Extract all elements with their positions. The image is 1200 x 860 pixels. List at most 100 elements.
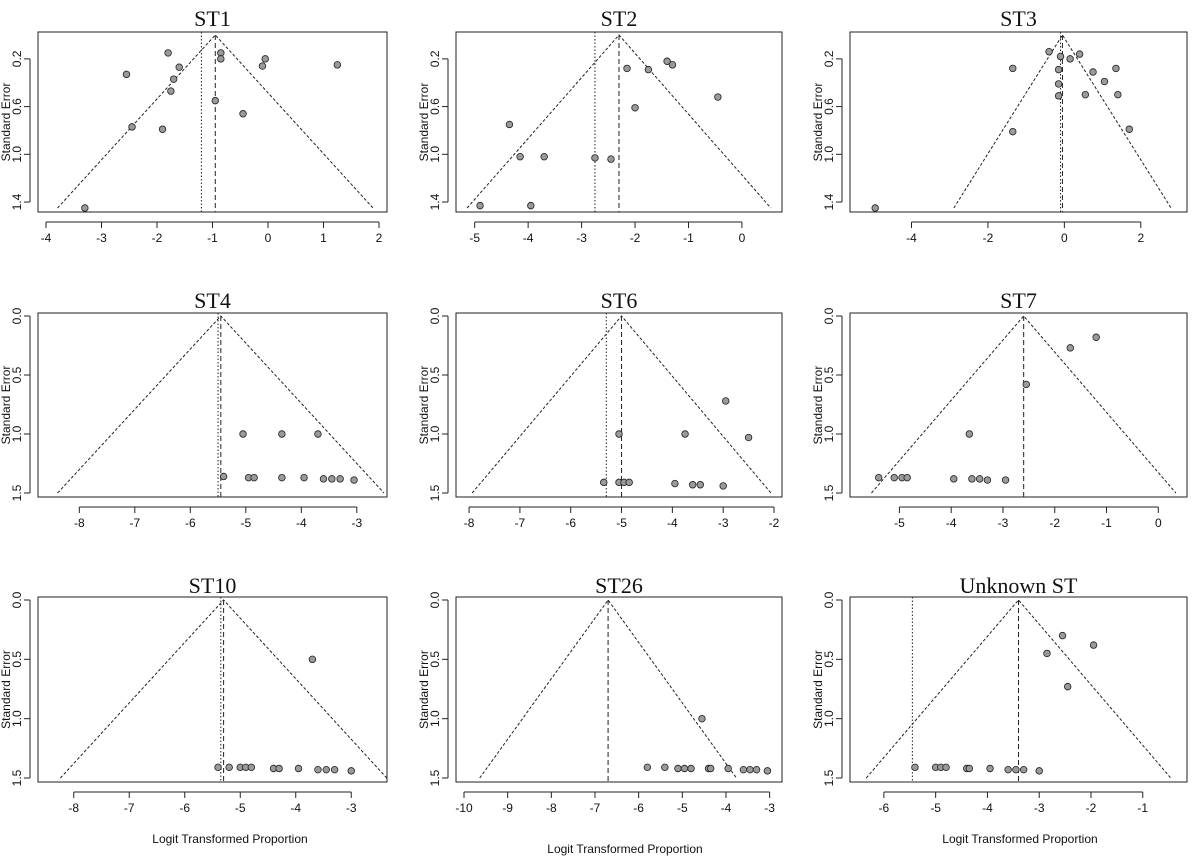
study-point [1035,767,1043,775]
study-point [1100,77,1109,86]
study-point [600,478,608,487]
y-tick-label: 1.0 [10,425,24,442]
x-axis-label-col3: Logit Transformed Proportion [942,832,1097,846]
y-tick-label: 1.5 [822,484,836,501]
x-tick-label: -2 [1086,801,1097,815]
x-tick-label: -4 [721,801,732,815]
plot-frame [455,312,783,498]
y-tick-label: 0.2 [428,50,442,67]
study-point [540,152,548,161]
panel-title: ST4 [194,288,231,313]
y-axis-label: Standard Error [811,650,825,729]
study-point [294,764,303,773]
study-point [1058,631,1067,640]
x-tick-label: -10 [455,801,473,815]
study-point [214,763,222,772]
study-point [680,764,689,773]
funnel-panel: ST3 -4 -2 0 2 0.2 0.6 1.0 1.4 Standard Error [811,6,1188,245]
y-tick-label: 0.2 [822,50,836,67]
study-point [169,75,178,83]
x-tick-label: -6 [633,801,644,815]
y-tick-label: 0.0 [822,307,836,324]
study-point [688,481,697,489]
study-point [350,476,358,484]
study-point [1045,48,1053,56]
study-point [1075,50,1084,58]
study-point [278,430,286,438]
y-tick-label: 0.6 [428,98,442,115]
study-point [663,57,671,65]
study-point [1112,64,1120,73]
study-point [1004,765,1012,774]
y-tick-label: 0.5 [10,366,24,383]
plot-frame [849,596,1188,783]
y-tick-label: 0.5 [10,651,24,668]
study-point [983,476,992,484]
study-point [1019,765,1028,774]
study-point [1009,64,1017,73]
x-tick-label: -7 [515,516,526,530]
x-tick-label: -5 [677,801,688,815]
funnel-boundary [865,599,1172,779]
study-point [328,475,336,483]
funnel-boundary [953,34,1172,209]
study-point [968,475,976,483]
y-tick-label: 1.0 [822,146,836,163]
y-tick-label: 1.0 [10,146,24,163]
study-point [158,125,167,133]
x-tick-label: -5 [894,516,905,530]
study-point [671,479,679,488]
panel-title: ST10 [189,573,237,598]
study-point [942,763,950,772]
x-tick-label: -3 [346,801,357,815]
x-axis-label-col2: Logit Transformed Proportion [547,842,702,856]
y-axis-label: Standard Error [417,650,431,729]
study-point [1066,344,1074,352]
panel-title: ST7 [1000,288,1037,313]
x-tick-label: 2 [1137,231,1144,245]
study-point [261,55,269,63]
study-point [300,473,308,482]
study-point [336,475,344,483]
study-point [674,764,682,773]
study-point [871,204,879,212]
study-point [623,64,631,73]
x-tick-label: -3 [998,516,1009,530]
x-tick-label: -5 [235,801,246,815]
study-point [903,473,911,482]
study-point [719,482,727,490]
y-tick-label: 0.0 [428,307,442,324]
study-point [258,62,267,70]
x-tick-label: -3 [764,801,775,815]
x-tick-label: 0 [1155,516,1162,530]
study-point [950,475,958,483]
study-point [890,473,898,482]
panel-title: Unknown ST [960,573,1079,598]
x-tick-label: -8 [546,801,557,815]
study-point [1009,127,1017,136]
study-point [278,473,286,482]
x-tick-label: -5 [240,516,251,530]
study-point [347,767,355,775]
x-tick-label: -3 [1034,801,1045,815]
study-point [1066,55,1074,63]
study-point [308,655,317,664]
x-tick-label: -7 [590,801,601,815]
study-point [965,764,974,773]
study-point [217,55,225,63]
y-tick-label: 1.4 [822,193,836,210]
x-tick-label: 2 [376,231,383,245]
y-tick-label: 0.2 [10,50,24,67]
y-tick-label: 1.5 [10,769,24,786]
study-point [714,93,722,101]
y-tick-label: 0.0 [10,307,24,324]
x-tick-label: -5 [616,516,627,530]
study-point [1001,476,1010,484]
y-tick-label: 1.0 [822,425,836,442]
funnel-panel: ST6 -8 -7 -6 -5 -4 -3 -2 0.0 0.5 1.0 1.5 Standard Er… [417,288,783,530]
study-point [965,430,974,438]
x-tick-label: -7 [129,516,140,530]
y-axis-label: Standard Error [0,83,13,162]
study-point [167,87,175,95]
study-point [122,70,131,79]
